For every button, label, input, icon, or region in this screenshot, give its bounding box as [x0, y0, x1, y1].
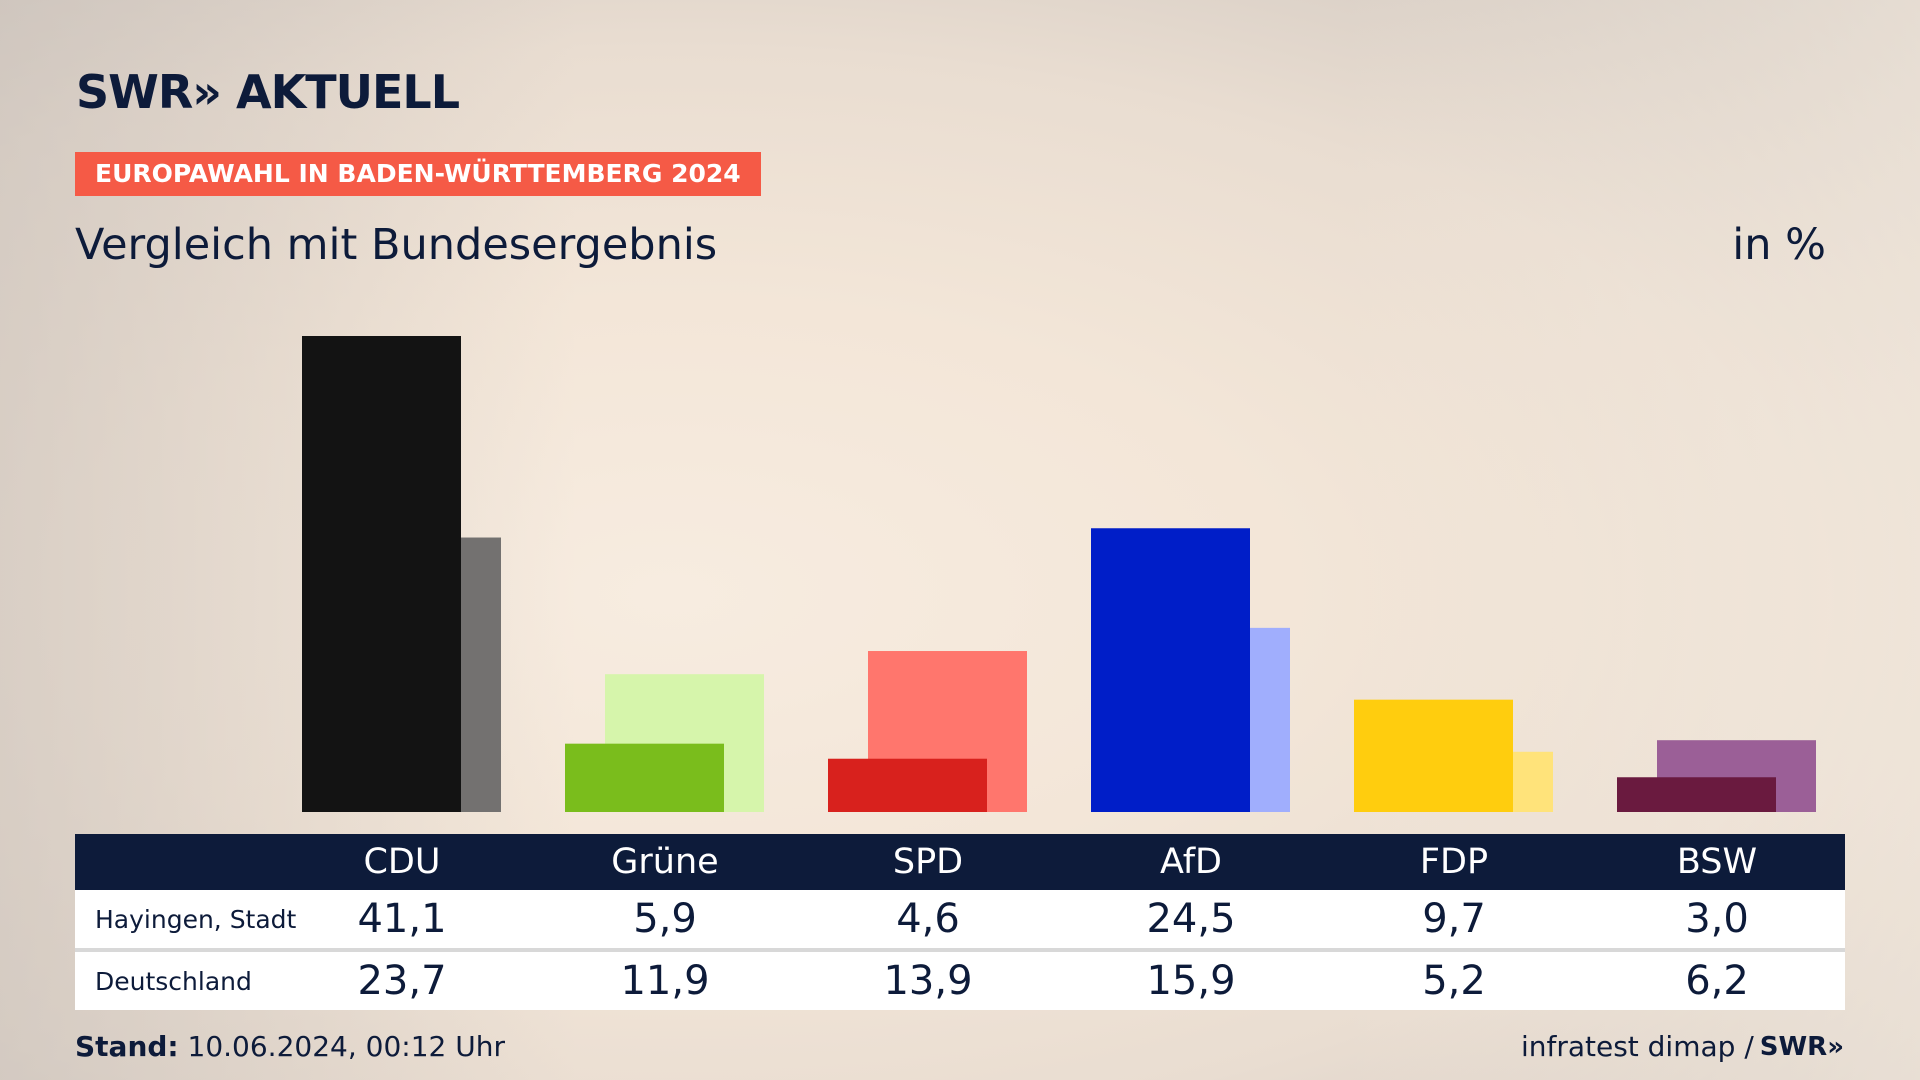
value-cell-gruene: 11,9	[620, 958, 710, 1004]
value-cell-afd: 15,9	[1146, 958, 1236, 1004]
column-header-cdu: CDU	[363, 842, 441, 882]
unit-label: in %	[1732, 220, 1826, 270]
source-credit: infratest dimap / SWR»	[1521, 1030, 1844, 1063]
bar-local-cdu	[302, 336, 461, 812]
value-cell-fdp: 5,2	[1422, 958, 1486, 1004]
value-cell-cdu: 23,7	[357, 958, 447, 1004]
value-cell-cdu: 41,1	[357, 896, 447, 942]
row-label: Deutschland	[95, 966, 252, 996]
value-cell-bsw: 6,2	[1685, 958, 1749, 1004]
results-table: CDU Grüne SPD AfD FDP BSW Hayingen, Stadt 41,…	[75, 834, 1845, 1010]
column-header-gruene: Grüne	[611, 842, 719, 882]
bar-chart	[302, 336, 1816, 812]
value-cell-spd: 4,6	[896, 896, 960, 942]
column-header-fdp: FDP	[1419, 842, 1489, 882]
value-cell-bsw: 3,0	[1685, 896, 1749, 942]
swr-aktuell-logo: SWR» AKTUELL	[76, 65, 460, 119]
row-label: Hayingen, Stadt	[95, 904, 297, 934]
bar-local-gruene	[565, 743, 724, 812]
column-header-bsw: BSW	[1676, 842, 1758, 882]
table-row-national: Deutschland 23,7 11,9 13,9 15,9 5,2 6,2	[75, 952, 1845, 1010]
value-cell-fdp: 9,7	[1422, 896, 1486, 942]
stand-value: 10.06.2024, 00:12 Uhr	[178, 1030, 505, 1063]
bar-local-bsw	[1617, 777, 1776, 812]
column-header-afd: AfD	[1160, 842, 1222, 882]
bar-local-fdp	[1354, 699, 1513, 812]
value-cell-gruene: 5,9	[633, 896, 697, 942]
stand-label: Stand:	[75, 1030, 179, 1063]
source-text: infratest dimap /	[1520, 1030, 1754, 1063]
table-header: CDU Grüne SPD AfD FDP BSW	[75, 834, 1845, 890]
swr-logo-small: SWR»	[1759, 1031, 1844, 1062]
chart-subtitle: Vergleich mit Bundesergebnis	[75, 220, 718, 270]
row-divider	[75, 948, 1845, 952]
bar-local-afd	[1091, 528, 1250, 812]
column-header-spd: SPD	[892, 842, 964, 882]
election-badge: EUROPAWAHL IN BADEN-WÜRTTEMBERG 2024	[75, 152, 761, 196]
value-cell-afd: 24,5	[1146, 896, 1236, 942]
bar-local-spd	[828, 758, 987, 812]
table-row-local: Hayingen, Stadt 41,1 5,9 4,6 24,5 9,7 3,0	[75, 890, 1845, 948]
timestamp: Stand: 10.06.2024, 00:12 Uhr	[75, 1030, 505, 1063]
logo-text: SWR» AKTUELL	[76, 65, 460, 119]
value-cell-spd: 13,9	[883, 958, 973, 1004]
